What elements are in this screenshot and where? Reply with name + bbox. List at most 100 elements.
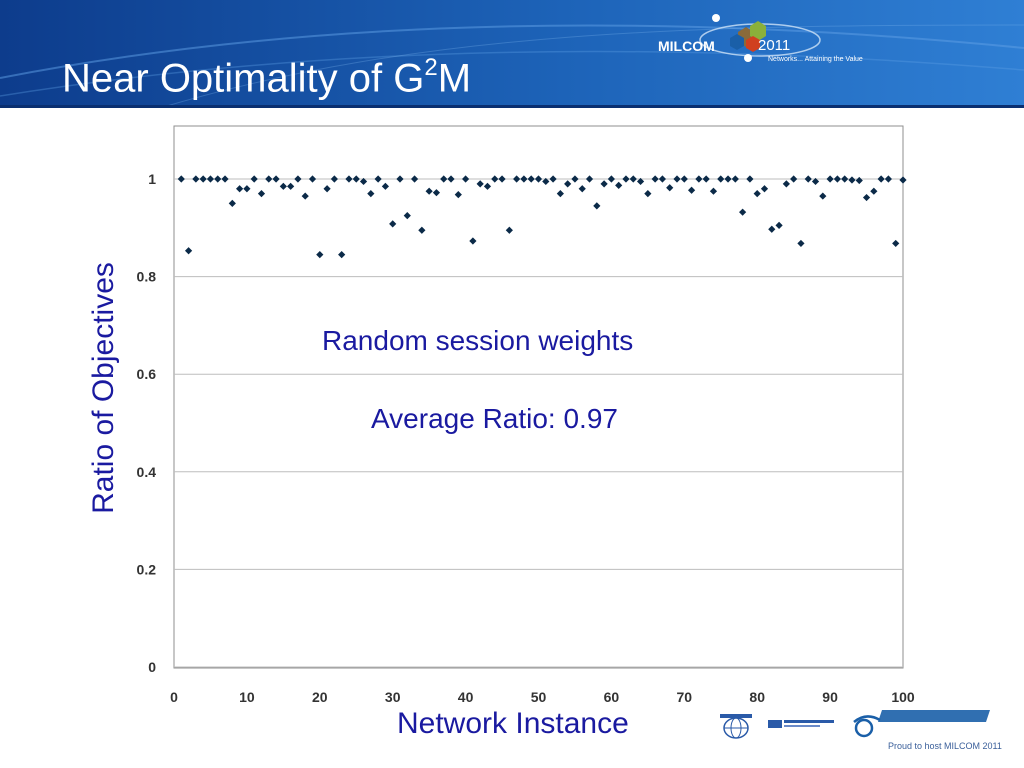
data-point bbox=[323, 185, 331, 193]
data-point bbox=[666, 184, 674, 192]
data-point bbox=[884, 175, 893, 183]
milcom-logo-graphic bbox=[699, 14, 821, 62]
x-tick-label: 50 bbox=[531, 689, 547, 705]
data-point bbox=[192, 175, 200, 183]
data-point bbox=[338, 251, 346, 259]
data-point bbox=[403, 212, 411, 220]
header-background bbox=[0, 0, 1024, 108]
data-point bbox=[731, 175, 739, 183]
data-point bbox=[687, 186, 696, 194]
data-point bbox=[389, 220, 397, 228]
data-point bbox=[410, 175, 419, 183]
data-point bbox=[775, 221, 783, 229]
data-point bbox=[651, 175, 659, 183]
data-point bbox=[790, 175, 798, 183]
data-point bbox=[782, 180, 790, 188]
data-point bbox=[359, 177, 368, 186]
x-tick-label: 100 bbox=[891, 689, 915, 705]
data-point bbox=[345, 175, 353, 183]
data-point bbox=[760, 185, 769, 193]
data-point bbox=[206, 175, 215, 183]
data-point bbox=[418, 226, 426, 234]
data-point bbox=[833, 175, 841, 183]
milcom-logo: MILCOM 2011 Networks... Attaining the Va… bbox=[650, 10, 900, 80]
data-point bbox=[352, 175, 360, 183]
data-point bbox=[374, 175, 382, 183]
y-tick-label: 0.6 bbox=[137, 366, 157, 382]
data-point bbox=[746, 175, 754, 183]
data-point bbox=[294, 175, 302, 183]
data-point bbox=[228, 199, 236, 207]
x-axis-label: Network Instance bbox=[397, 707, 629, 740]
data-point bbox=[425, 187, 433, 195]
data-point bbox=[702, 175, 710, 183]
data-point bbox=[243, 185, 251, 193]
data-point bbox=[454, 191, 462, 199]
x-tick-label: 20 bbox=[312, 689, 328, 705]
data-point bbox=[564, 180, 572, 188]
data-point bbox=[870, 187, 878, 195]
data-point bbox=[717, 175, 725, 183]
data-point bbox=[892, 239, 900, 248]
x-tick-label: 80 bbox=[749, 689, 765, 705]
data-point bbox=[287, 182, 295, 190]
data-point bbox=[272, 175, 280, 183]
data-point bbox=[600, 180, 608, 188]
data-point bbox=[877, 175, 885, 183]
data-point bbox=[629, 175, 637, 183]
data-point bbox=[520, 175, 528, 183]
data-point bbox=[636, 177, 645, 186]
plot-area bbox=[173, 125, 904, 669]
data-point bbox=[673, 175, 681, 183]
x-tick-label: 10 bbox=[239, 689, 255, 705]
data-point bbox=[658, 175, 667, 183]
data-point bbox=[804, 175, 812, 183]
data-point bbox=[279, 182, 287, 190]
data-point bbox=[841, 175, 849, 183]
data-point bbox=[469, 237, 477, 245]
slide-header: Near Optimality of G2M MILCOM 2011 Netwo… bbox=[0, 0, 1024, 108]
data-point bbox=[367, 190, 375, 198]
data-point bbox=[578, 185, 586, 193]
data-point bbox=[396, 175, 404, 183]
y-tick-label: 0 bbox=[148, 659, 156, 675]
data-point bbox=[177, 175, 185, 183]
data-point bbox=[739, 208, 747, 216]
x-tick-label: 0 bbox=[170, 689, 178, 705]
annotation-average: Average Ratio: 0.97 bbox=[371, 403, 618, 434]
sponsor-society-logo bbox=[768, 720, 834, 728]
data-point bbox=[571, 175, 579, 183]
data-point bbox=[257, 190, 266, 198]
data-point bbox=[440, 175, 448, 183]
data-point bbox=[811, 177, 820, 186]
data-point bbox=[184, 247, 193, 255]
data-point bbox=[381, 182, 390, 190]
data-point bbox=[432, 189, 441, 197]
data-point bbox=[644, 190, 652, 198]
data-point bbox=[199, 175, 207, 183]
data-point bbox=[505, 226, 513, 234]
data-point bbox=[527, 175, 535, 183]
data-point bbox=[622, 175, 630, 183]
footer-text: Proud to host MILCOM 2011 bbox=[888, 741, 1002, 751]
data-point bbox=[768, 225, 776, 233]
milcom-logo-year: 2011 bbox=[758, 37, 791, 54]
sponsor-globe-logo bbox=[720, 714, 752, 739]
x-tick-label: 40 bbox=[458, 689, 474, 705]
x-tick-label: 60 bbox=[604, 689, 620, 705]
data-point bbox=[549, 175, 557, 183]
data-point bbox=[593, 202, 601, 210]
data-point bbox=[498, 175, 506, 183]
sponsor-boeing-logo bbox=[853, 710, 990, 738]
data-point bbox=[265, 175, 273, 183]
y-tick-label: 0.8 bbox=[137, 269, 157, 285]
y-tick-label: 1 bbox=[148, 171, 156, 187]
data-point bbox=[462, 175, 470, 183]
data-point bbox=[899, 176, 907, 184]
data-point bbox=[797, 239, 805, 248]
data-point bbox=[542, 177, 550, 186]
data-point bbox=[250, 175, 258, 183]
data-point bbox=[680, 175, 688, 183]
milcom-logo-text: MILCOM bbox=[658, 38, 715, 54]
